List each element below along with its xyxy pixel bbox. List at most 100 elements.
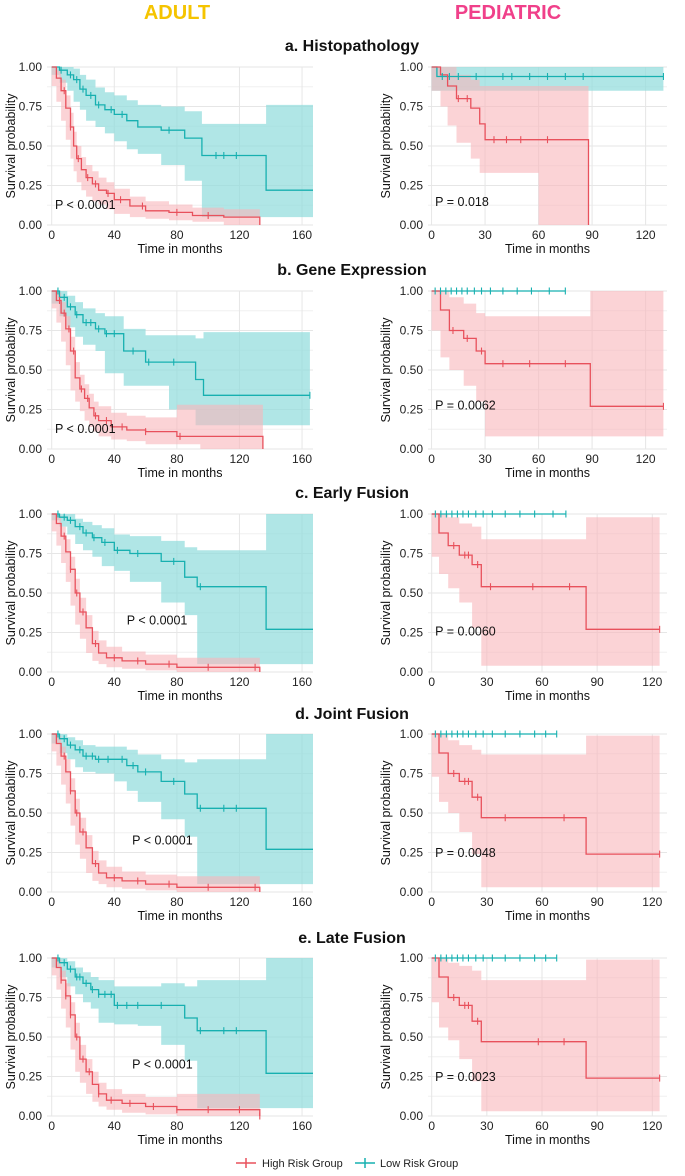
x-tick-label: 40 [108,452,122,466]
y-tick-label: 0.25 [400,179,424,193]
y-axis-label: Survival probability [4,317,18,423]
y-axis-label: Survival probability [4,984,18,1090]
p-value: P = 0.0060 [435,625,496,639]
y-tick-label: 1.00 [400,507,424,521]
x-tick-label: 60 [535,1119,549,1133]
y-axis-label: Survival probability [4,760,18,866]
low-risk-curve [51,290,310,396]
p-value: P < 0.0001 [132,834,193,848]
x-tick-label: 40 [108,675,122,689]
y-tick-label: 0.75 [400,767,424,781]
y-tick-label: 1.00 [19,507,43,521]
x-tick-label: 40 [108,228,122,242]
y-tick-label: 1.00 [400,727,424,741]
section-title-early-fusion: c. Early Fusion [295,485,409,502]
y-tick-label: 0.50 [400,586,424,600]
section-title-joint-fusion: d. Joint Fusion [295,706,409,723]
y-tick-label: 0.25 [19,1070,43,1084]
x-tick-label: 0 [428,895,435,909]
x-tick-label: 0 [48,895,55,909]
x-tick-label: 90 [590,1119,604,1133]
km-plot-pediatric-3: 0.00 0.25 0.50 0.75 1.00 0 30 60 90 120 Time in mo… [379,507,667,703]
legend-low-risk-label: Low Risk Group [380,1158,458,1170]
x-tick-label: 60 [535,895,549,909]
x-tick-label: 160 [292,895,312,909]
y-tick-label: 0.25 [400,846,424,860]
x-tick-label: 30 [480,895,494,909]
y-tick-label: 0.75 [400,547,424,561]
x-tick-label: 0 [48,1119,55,1133]
high-risk-ci-band [51,291,263,449]
y-tick-label: 1.00 [400,951,424,965]
y-axis-label: Survival probability [379,760,393,866]
km-plot-pediatric-2: 0.00 0.25 0.50 0.75 1.00 0 30 60 90 120 Time in mo… [379,284,667,480]
y-tick-label: 0.75 [19,767,43,781]
x-tick-label: 120 [642,895,662,909]
high-risk-curve [431,290,664,407]
legend: High Risk Group Low Risk Group [236,1158,458,1170]
x-axis-label: Time in months [138,689,223,703]
km-plot-pediatric-5: 0.00 0.25 0.50 0.75 1.00 0 30 60 90 120 Time in mo… [379,951,667,1147]
km-plot-pediatric-4: 0.00 0.25 0.50 0.75 1.00 0 30 60 90 120 Time in mo… [379,727,667,923]
x-tick-label: 0 [428,675,435,689]
km-plot-adult-5: 0.00 0.25 0.50 0.75 1.00 0 40 80 120 160 Time in m… [4,951,313,1147]
y-tick-label: 0.75 [19,324,43,338]
km-plot-adult-4: 0.00 0.25 0.50 0.75 1.00 0 40 80 120 160 Time in m… [4,727,313,923]
x-axis-label: Time in months [505,689,590,703]
y-tick-label: 0.75 [400,991,424,1005]
y-tick-label: 0.25 [400,1070,424,1084]
x-axis-label: Time in months [138,1133,223,1147]
y-tick-label: 0.75 [400,324,424,338]
low-risk-ci-band [51,291,310,426]
y-tick-label: 0.00 [19,218,43,232]
high-risk-curve [51,957,261,1116]
p-value: P = 0.0023 [435,1070,496,1084]
legend-high-risk: High Risk Group [236,1158,343,1170]
x-axis-label: Time in months [138,909,223,923]
x-tick-label: 120 [229,228,249,242]
x-axis-label: Time in months [505,242,590,256]
p-value: P = 0.0048 [435,846,496,860]
y-tick-label: 0.00 [400,665,424,679]
pediatric-header: PEDIATRIC [455,2,561,24]
y-tick-label: 1.00 [19,951,43,965]
x-tick-label: 120 [229,452,249,466]
y-tick-label: 1.00 [19,727,43,741]
x-tick-label: 120 [229,1119,249,1133]
x-axis-label: Time in months [505,1133,590,1147]
x-tick-label: 120 [642,1119,662,1133]
x-tick-label: 90 [590,675,604,689]
y-tick-label: 0.25 [400,626,424,640]
y-tick-label: 0.75 [19,100,43,114]
km-plot-adult-2: 0.00 0.25 0.50 0.75 1.00 0 40 80 120 160 Time in m… [4,284,313,480]
x-axis-label: Time in months [138,242,223,256]
y-tick-label: 0.00 [400,1109,424,1123]
y-tick-label: 0.25 [19,403,43,417]
high-risk-curve [431,733,660,855]
x-tick-label: 90 [585,228,599,242]
y-axis-label: Survival probability [4,540,18,646]
y-tick-label: 1.00 [19,284,43,298]
adult-header: ADULT [144,2,210,24]
legend-high-risk-label: High Risk Group [262,1158,343,1170]
y-tick-label: 0.50 [19,586,43,600]
y-axis-label: Survival probability [379,317,393,423]
y-tick-label: 0.00 [400,885,424,899]
y-tick-label: 0.50 [400,363,424,377]
y-tick-label: 0.50 [400,806,424,820]
low-risk-ci-band [51,734,313,885]
low-risk-ci-band [51,67,313,218]
p-value: P < 0.0001 [132,1058,193,1072]
section-title-histopathology: a. Histopathology [285,38,419,55]
legend-low-risk: Low Risk Group [355,1158,458,1170]
section-title-gene-expression: b. Gene Expression [277,262,426,279]
km-plot-adult-3: 0.00 0.25 0.50 0.75 1.00 0 40 80 120 160 Time in m… [4,507,313,703]
x-tick-label: 40 [108,1119,122,1133]
x-tick-label: 120 [636,228,656,242]
y-tick-label: 0.00 [400,442,424,456]
low-risk-curve [51,66,313,191]
y-tick-label: 0.25 [19,626,43,640]
x-tick-label: 0 [428,228,435,242]
y-tick-label: 0.00 [19,665,43,679]
